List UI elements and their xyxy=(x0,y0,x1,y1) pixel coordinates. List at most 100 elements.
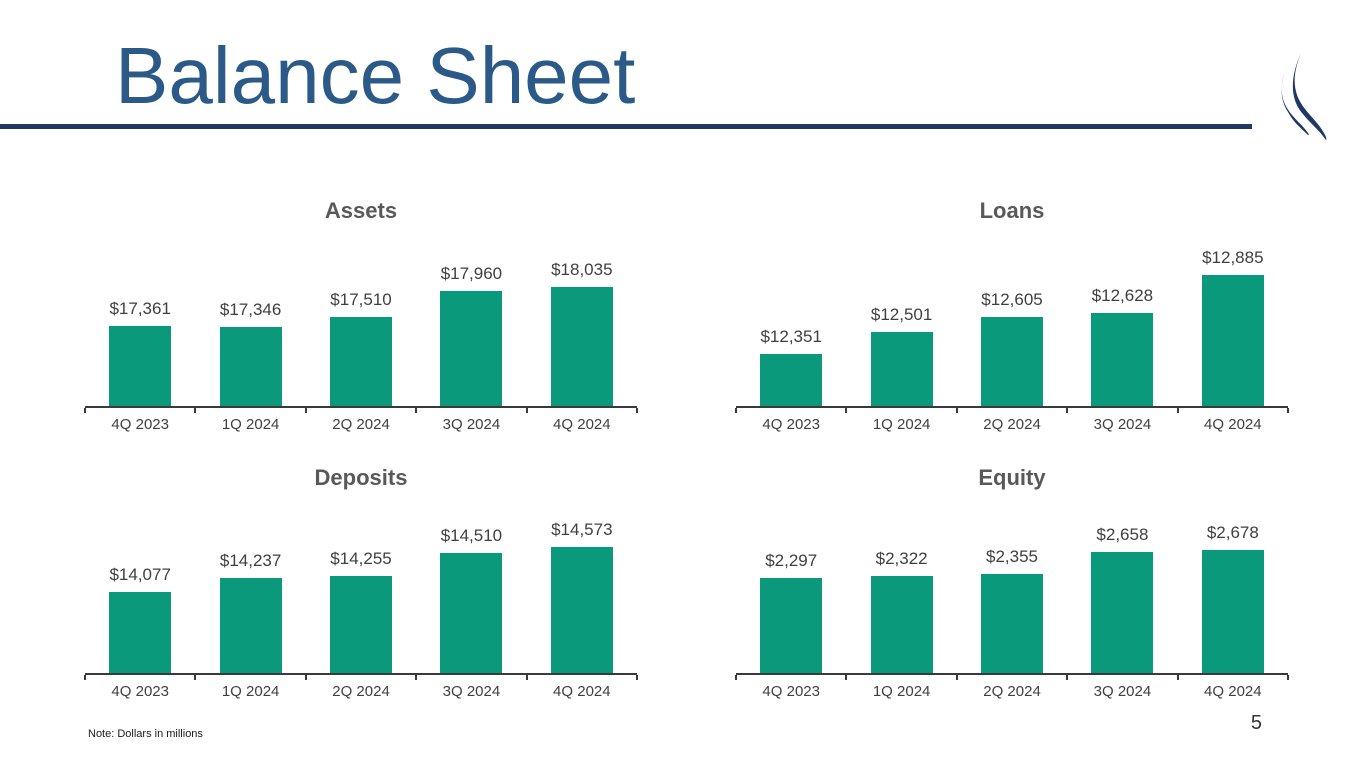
bar-column: $2,678 xyxy=(1178,503,1288,673)
company-logo-icon xyxy=(1281,53,1327,140)
bar-column: $2,322 xyxy=(846,503,956,673)
value-label: $14,510 xyxy=(440,526,503,545)
swoosh-small xyxy=(1281,71,1309,135)
category-label: 1Q 2024 xyxy=(872,416,931,433)
swoosh-large xyxy=(1292,53,1327,140)
bar-column: $14,573 xyxy=(527,503,637,673)
bar xyxy=(1201,275,1264,406)
axis-tick xyxy=(955,408,958,413)
category-label: 4Q 2023 xyxy=(762,416,820,433)
bar-column: $14,237 xyxy=(195,503,305,673)
chart-title: Assets xyxy=(324,198,398,223)
axis-tick xyxy=(1176,675,1179,680)
bar-column: $17,361 xyxy=(85,236,195,406)
chart-title: Equity xyxy=(978,465,1046,490)
axis-tick xyxy=(636,408,638,413)
category-label: 3Q 2024 xyxy=(1093,416,1152,433)
axis-tick xyxy=(194,675,197,680)
category-label: 4Q 2023 xyxy=(111,416,169,433)
bar-column: $12,501 xyxy=(846,236,956,406)
bar-column: $12,605 xyxy=(957,236,1067,406)
category-label: 2Q 2024 xyxy=(332,683,390,700)
bar xyxy=(1091,313,1154,406)
axis-tick xyxy=(955,675,958,680)
value-label: $2,678 xyxy=(1206,523,1259,542)
bar-column: $17,960 xyxy=(416,236,526,406)
value-label: $14,573 xyxy=(551,520,613,539)
category-axis: 4Q 2023 1Q 2024 2Q 2024 3Q 2024 4Q 2024 xyxy=(736,416,1288,433)
category-label: 4Q 2024 xyxy=(553,416,611,433)
page-title: Balance Sheet xyxy=(115,31,636,120)
axis-tick xyxy=(735,675,737,680)
category-label: 2Q 2024 xyxy=(983,416,1041,433)
bar-column: $12,628 xyxy=(1067,236,1177,406)
axis-tick xyxy=(415,408,418,413)
axis-tick xyxy=(525,675,528,680)
category-label: 2Q 2024 xyxy=(983,683,1041,700)
value-label: $2,322 xyxy=(875,549,928,568)
category-label: 4Q 2024 xyxy=(1204,683,1262,700)
axis-tick xyxy=(304,675,307,680)
bar xyxy=(330,317,393,406)
value-label: $17,510 xyxy=(330,290,392,309)
bar-column: $2,297 xyxy=(736,503,846,673)
bar xyxy=(550,287,613,406)
bar xyxy=(330,576,393,673)
plot-area: $14,077 $14,237 $14,255 $14,510 $14,573 xyxy=(84,503,638,680)
axis-tick xyxy=(415,675,418,680)
page-number: 5 xyxy=(1250,712,1262,734)
footnote: Note: Dollars in millions xyxy=(88,728,203,740)
bar xyxy=(870,576,933,673)
chart-assets: Assets $17,361 $17,346 $17,510 $17,960 $18,0… xyxy=(84,198,638,433)
value-label: $12,885 xyxy=(1202,248,1264,267)
value-label: $14,077 xyxy=(109,565,171,584)
axis-tick xyxy=(1287,408,1289,413)
chart-title: Deposits xyxy=(314,465,408,490)
value-label: $12,605 xyxy=(981,290,1043,309)
bar-column: $12,885 xyxy=(1178,236,1288,406)
value-label: $2,297 xyxy=(765,551,818,570)
bar-column: $17,346 xyxy=(195,236,305,406)
axis-tick xyxy=(1066,675,1069,680)
category-label: 1Q 2024 xyxy=(221,683,280,700)
axis-tick xyxy=(636,675,638,680)
category-label: 3Q 2024 xyxy=(442,416,501,433)
chart-title: Loans xyxy=(979,198,1045,223)
plot-area: $2,297 $2,322 $2,355 $2,658 $2,678 xyxy=(735,503,1289,680)
category-label: 4Q 2023 xyxy=(762,683,820,700)
axis-tick xyxy=(84,675,86,680)
bar xyxy=(109,592,172,673)
value-label: $17,361 xyxy=(109,299,171,318)
bar xyxy=(981,574,1044,673)
bar-column: $14,077 xyxy=(85,503,195,673)
chart-equity: Equity $2,297 $2,322 $2,355 $2,658 $2,678 4Q… xyxy=(735,465,1289,700)
plot-area: $17,361 $17,346 $17,510 $17,960 $18,035 xyxy=(84,236,638,413)
bar xyxy=(760,354,823,406)
value-label: $14,237 xyxy=(219,551,282,570)
category-label: 4Q 2023 xyxy=(111,683,169,700)
bar-column: $17,510 xyxy=(306,236,416,406)
category-label: 1Q 2024 xyxy=(872,683,931,700)
axis-tick xyxy=(194,408,197,413)
bar xyxy=(219,327,282,406)
bar xyxy=(440,553,503,673)
bar xyxy=(981,317,1044,406)
axis-tick xyxy=(845,675,848,680)
bar xyxy=(550,547,613,673)
category-label: 3Q 2024 xyxy=(1093,683,1152,700)
value-label: $12,351 xyxy=(760,327,822,346)
category-label: 3Q 2024 xyxy=(442,683,501,700)
bar xyxy=(760,578,823,673)
bar-column: $18,035 xyxy=(527,236,637,406)
plot-area: $12,351 $12,501 $12,605 $12,628 $12,885 xyxy=(735,236,1289,413)
value-label: $14,255 xyxy=(330,549,392,568)
value-label: $2,658 xyxy=(1096,525,1149,544)
axis-tick xyxy=(1287,675,1289,680)
category-label: 4Q 2024 xyxy=(1204,416,1262,433)
bar-column: $2,355 xyxy=(957,503,1067,673)
bar xyxy=(219,578,282,673)
chart-deposits: Deposits $14,077 $14,237 $14,255 $14,510 $14… xyxy=(84,465,638,700)
bar xyxy=(109,326,172,406)
category-axis: 4Q 2023 1Q 2024 2Q 2024 3Q 2024 4Q 2024 xyxy=(85,416,637,433)
category-label: 4Q 2024 xyxy=(553,683,611,700)
